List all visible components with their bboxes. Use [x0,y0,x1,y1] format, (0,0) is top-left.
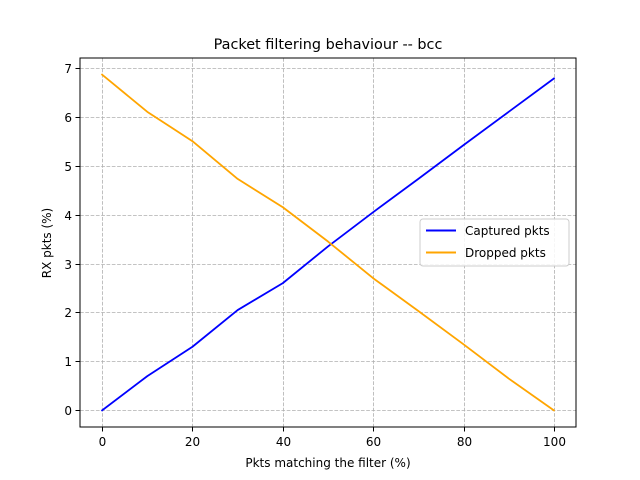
y-tick-label: 6 [64,111,72,125]
x-tick-label: 20 [185,435,200,449]
y-tick-label: 0 [64,404,72,418]
y-tick-label: 7 [64,62,72,76]
x-tick-label: 100 [543,435,566,449]
y-axis-label: RX pkts (%) [40,208,54,278]
x-axis-label: Pkts matching the filter (%) [245,456,410,470]
plot-frame [79,57,577,428]
legend-box [419,218,570,267]
x-tick-label: 40 [276,435,291,449]
x-tick-label: 80 [457,435,472,449]
y-tick-label: 5 [64,160,72,174]
chart-title: Packet filtering behaviour -- bcc [214,37,443,53]
x-tick-label: 0 [99,435,107,449]
x-tick-label: 60 [366,435,381,449]
y-tick-label: 1 [64,355,72,369]
y-tick-label: 3 [64,258,72,272]
y-tick-label: 4 [64,209,72,223]
legend-label-captured: Captured pkts [465,224,550,238]
legend: Captured pkts Dropped pkts [419,218,570,267]
legend-label-dropped: Dropped pkts [465,246,546,260]
y-tick-label: 2 [64,306,72,320]
series-lines [100,73,556,412]
series-line-captured [100,77,556,412]
series-line-dropped [100,73,556,412]
y-axis-ticks: 0 1 2 3 4 5 6 7 [64,62,80,418]
grid-lines [80,58,576,427]
x-axis-ticks: 0 20 40 60 80 100 [99,427,566,449]
